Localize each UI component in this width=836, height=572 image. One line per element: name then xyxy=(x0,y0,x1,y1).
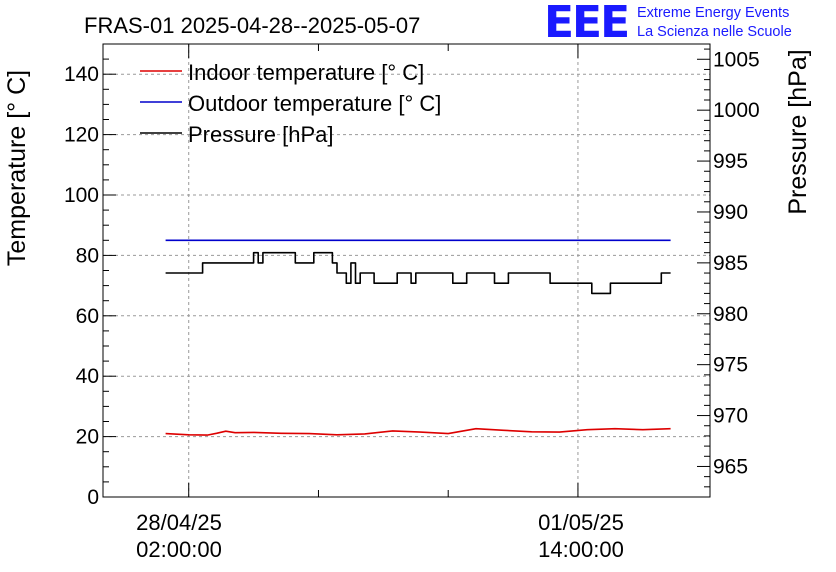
series-line-0 xyxy=(165,427,671,436)
legend-label-outdoor: Outdoor temperature [° C] xyxy=(188,91,441,116)
y-right-tick-label-5: 990 xyxy=(713,201,748,224)
y-right-tick-label-0: 965 xyxy=(713,455,748,478)
y-left-tick-label-4: 80 xyxy=(76,244,99,267)
x-tick-time-1: 14:00:00 xyxy=(538,537,624,562)
eee-logo: EEE xyxy=(544,0,630,48)
y-right-tick-label-8: 1005 xyxy=(713,48,760,71)
y-right-tick-label-2: 975 xyxy=(713,354,748,377)
y-left-tick-label-6: 120 xyxy=(64,124,99,147)
y-right-tick-label-1: 970 xyxy=(713,405,748,428)
legend-label-pressure: Pressure [hPa] xyxy=(188,122,334,147)
x-tick-label-1: 01/05/25 14:00:00 xyxy=(538,510,624,562)
x-tick-date-0: 28/04/25 xyxy=(136,510,222,535)
series-line-2 xyxy=(165,251,671,295)
x-tick-label-0: 28/04/25 02:00:00 xyxy=(136,510,222,562)
y-right-tick-label-6: 995 xyxy=(713,150,748,173)
eee-logo-line2: La Scienza nelle Scuole xyxy=(637,24,792,40)
chart-title: FRAS-01 2025-04-28--2025-05-07 xyxy=(84,13,420,38)
eee-logo-line1: Extreme Energy Events xyxy=(637,5,790,21)
y-left-tick-label-2: 40 xyxy=(76,365,99,388)
eee-logo-text: Extreme Energy Events La Scienza nelle S… xyxy=(637,4,792,42)
y-right-tick-label-4: 985 xyxy=(713,252,748,275)
y-left-tick-label-7: 140 xyxy=(64,63,99,86)
y-left-tick-label-0: 0 xyxy=(87,486,99,509)
y-left-tick-label-3: 60 xyxy=(76,305,99,328)
x-tick-date-1: 01/05/25 xyxy=(538,510,624,535)
y-right-tick-label-7: 1000 xyxy=(713,99,760,122)
legend-label-indoor: Indoor temperature [° C] xyxy=(188,60,424,85)
y-left-tick-label-1: 20 xyxy=(76,426,99,449)
y-axis-right-label: Pressure [hPa] xyxy=(784,49,812,214)
y-right-tick-label-3: 980 xyxy=(713,303,748,326)
y-left-tick-label-5: 100 xyxy=(64,184,99,207)
legend: Indoor temperature [° C] Outdoor tempera… xyxy=(140,60,441,147)
x-tick-time-0: 02:00:00 xyxy=(136,537,222,562)
y-axis-left-label: Temperature [° C] xyxy=(3,70,31,266)
